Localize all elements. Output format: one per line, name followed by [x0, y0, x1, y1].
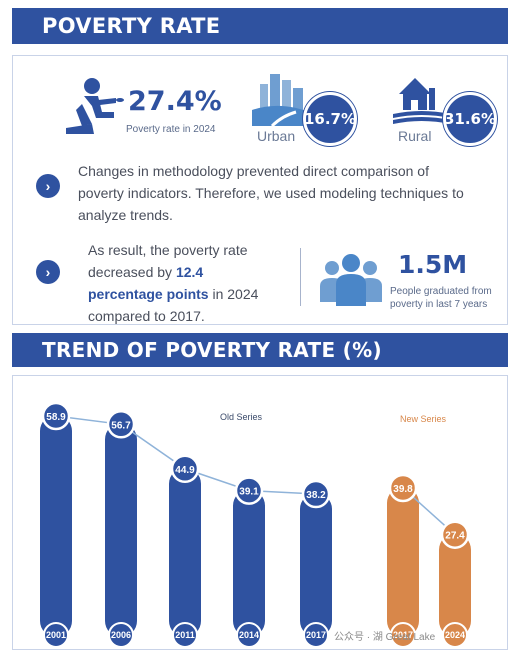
bar-2017-new — [387, 486, 419, 637]
value-dot-2006 — [106, 410, 136, 439]
overall-poverty-caption: Poverty rate in 2024 — [126, 124, 216, 135]
rural-value-badge: 31.6% — [443, 92, 497, 146]
year-label-2024: 2024 — [445, 630, 465, 640]
bar-2017-old — [300, 493, 332, 637]
value-dot-2001 — [41, 401, 71, 431]
year-label-2006: 2006 — [111, 630, 131, 640]
section-title-poverty-rate: POVERTY RATE — [12, 8, 508, 44]
bar-2024-new — [439, 533, 471, 637]
divider — [300, 248, 301, 306]
year-label-2001: 2001 — [46, 630, 66, 640]
value-label-2017: 39.8 — [393, 484, 413, 495]
value-dot-2011 — [170, 454, 200, 484]
legend-new-series: New Series — [400, 414, 447, 424]
year-dot-2017 — [390, 622, 416, 648]
value-dot-2017 — [388, 473, 418, 503]
value-label-2001: 58.9 — [46, 412, 66, 423]
year-label-2017: 2017 — [306, 630, 326, 640]
value-label-2017: 38.2 — [306, 490, 326, 501]
value-label-2014: 39.1 — [239, 487, 259, 498]
year-label-2017: 2017 — [393, 630, 413, 640]
legend-old-series: Old Series — [220, 412, 263, 422]
year-dot-2011 — [172, 622, 198, 648]
year-dot-2006 — [108, 622, 134, 648]
person-kneeling-icon — [66, 78, 124, 134]
poverty-trend-chart: 58.9 2001 56.7 2006 44.9 2011 39.1 2014 38.2 2017… — [40, 401, 471, 648]
city-icon — [252, 74, 314, 126]
watermark: 公众号 · 湖 Great Lake — [334, 632, 436, 643]
value-label-2011: 44.9 — [175, 465, 195, 476]
farmhouse-icon — [393, 78, 451, 124]
value-label-2024: 27.4 — [445, 531, 465, 542]
urban-label: Urban — [257, 128, 296, 144]
year-dot-2001 — [43, 622, 69, 648]
rural-label: Rural — [398, 128, 432, 144]
bar-2011-old — [169, 467, 201, 637]
people-group-icon — [320, 254, 382, 306]
value-dot-2017 — [301, 479, 331, 509]
overall-poverty-value: 27.4% — [128, 86, 222, 117]
chevron-right-icon: › — [36, 260, 60, 284]
chevron-right-icon: › — [36, 174, 60, 198]
methodology-note: Changes in methodology prevented direct … — [78, 163, 464, 223]
result-note: As result, the poverty rate decreased by… — [88, 242, 259, 324]
urban-value-badge: 16.7% — [303, 92, 357, 146]
year-label-2011: 2011 — [175, 630, 195, 640]
year-dot-2017 — [303, 622, 329, 648]
year-label-2014: 2014 — [239, 630, 259, 640]
graduates-value: 1.5M — [398, 250, 468, 279]
bar-2001-old — [40, 415, 72, 637]
graduates-caption: People graduated from poverty in last 7 … — [390, 286, 492, 310]
value-label-2006: 56.7 — [111, 420, 131, 431]
section-title-trend: TREND OF POVERTY RATE (%) — [12, 333, 508, 367]
year-dot-2014 — [236, 622, 262, 648]
value-dot-2024 — [440, 520, 470, 549]
value-dot-2014 — [234, 476, 264, 505]
bar-2006-old — [105, 423, 137, 637]
bar-2014-old — [233, 489, 265, 637]
year-dot-2024 — [442, 622, 468, 648]
